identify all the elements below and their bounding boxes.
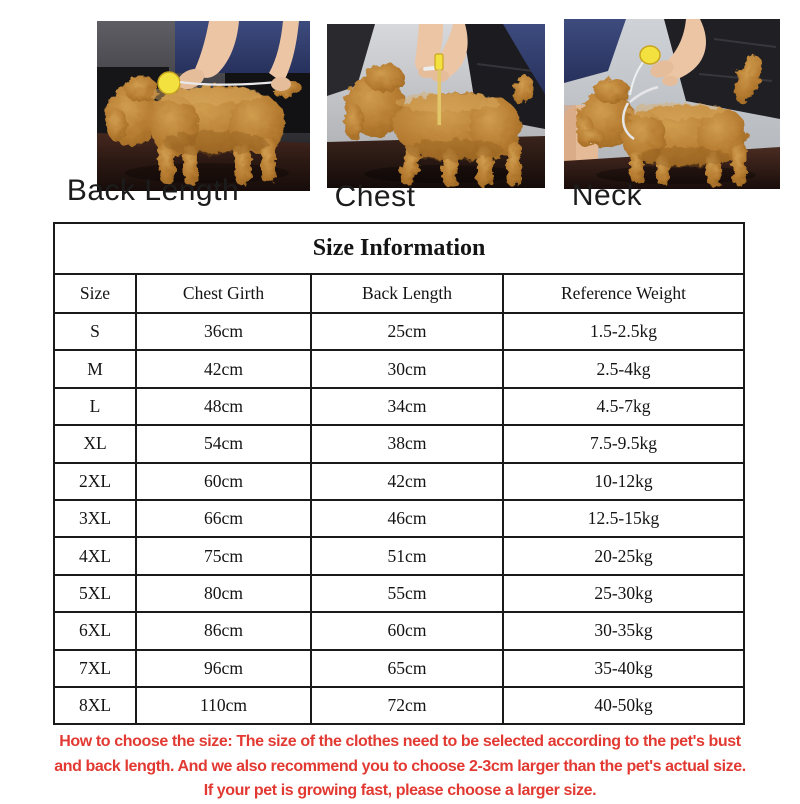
table-cell: 4XL (53, 536, 137, 576)
measurement-photo-neck (564, 19, 780, 189)
table-cell: 60cm (135, 461, 312, 501)
table-cell: 96cm (135, 648, 312, 688)
table-cell: 42cm (135, 349, 312, 389)
table-row: XL 54cm 38cm 7.5-9.5kg (53, 424, 746, 464)
tape-measure-icon (639, 45, 661, 65)
size-note-line: If your pet is growing fast, please choo… (203, 782, 597, 799)
table-row: 7XL 96cm 65cm 35-40kg (53, 648, 746, 688)
table-cell: 75cm (135, 536, 312, 576)
table-row: L 48cm 34cm 4.5-7kg (53, 386, 746, 427)
table-cell: 40-50kg (501, 685, 746, 726)
table-cell: 38cm (310, 424, 504, 464)
table-cell: 4.5-7kg (501, 386, 746, 427)
table-cell: 25cm (310, 311, 504, 352)
tape-measure-icon (434, 53, 444, 71)
column-header-back-length: Back Length (310, 273, 504, 314)
table-cell: 12.5-15kg (501, 498, 746, 539)
table-cell: 7XL (53, 648, 137, 688)
table-cell: 66cm (135, 498, 312, 539)
table-cell: S (53, 311, 137, 352)
table-cell: 25-30kg (501, 573, 746, 614)
photo-label-back-length: Back Length (66, 174, 240, 207)
back-length-illustration (97, 21, 310, 191)
table-cell: XL (53, 424, 137, 464)
table-cell: 8XL (53, 685, 137, 726)
size-table-body: S 36cm 25cm 1.5-2.5kg M 42cm 30cm 2.5-4kg L 48cm 3… (53, 311, 746, 726)
table-row: 3XL 66cm 46cm 12.5-15kg (53, 498, 746, 539)
size-note: How to choose the size: The size of the … (0, 730, 800, 804)
size-table: Size Information Size Chest Girth Back L… (52, 222, 746, 726)
table-cell: 10-12kg (501, 461, 746, 501)
table-cell: 51cm (310, 536, 504, 576)
table-title-row: Size Information (52, 222, 746, 275)
neck-illustration (564, 19, 780, 189)
table-cell: 54cm (135, 424, 312, 464)
measurement-photo-chest (327, 24, 545, 188)
table-cell: 1.5-2.5kg (501, 311, 746, 352)
table-cell: 48cm (135, 386, 312, 427)
table-row: 4XL 75cm 51cm 20-25kg (53, 536, 746, 576)
size-note-line: and back length. And we also recommend y… (54, 757, 746, 775)
table-cell: 35-40kg (501, 648, 746, 688)
table-cell: 30-35kg (501, 611, 746, 651)
table-cell: 46cm (310, 498, 504, 539)
column-header-size: Size (53, 273, 137, 314)
column-header-reference-weight: Reference Weight (501, 273, 746, 314)
table-cell: 72cm (310, 685, 504, 726)
table-cell: L (53, 386, 137, 427)
table-row: 2XL 60cm 42cm 10-12kg (53, 461, 746, 501)
table-cell: 36cm (135, 311, 312, 352)
table-cell: 20-25kg (501, 536, 746, 576)
table-header-row: Size Chest Girth Back Length Reference W… (53, 273, 746, 314)
table-cell: 3XL (53, 498, 137, 539)
photo-label-chest: Chest (334, 180, 416, 213)
table-cell: 7.5-9.5kg (501, 424, 746, 464)
table-cell: 2.5-4kg (501, 349, 746, 389)
tape-measure-icon (157, 71, 181, 95)
table-cell: M (53, 349, 137, 389)
table-row: M 42cm 30cm 2.5-4kg (53, 349, 746, 389)
table-cell: 42cm (310, 461, 504, 501)
table-cell: 80cm (135, 573, 312, 614)
table-cell: 86cm (135, 611, 312, 651)
table-cell: 6XL (53, 611, 137, 651)
table-cell: 30cm (310, 349, 504, 389)
table-row: 6XL 86cm 60cm 30-35kg (53, 611, 746, 651)
table-cell: 65cm (310, 648, 504, 688)
table-cell: 60cm (310, 611, 504, 651)
table-cell: 34cm (310, 386, 504, 427)
table-cell: 55cm (310, 573, 504, 614)
measurement-photo-back-length (97, 21, 310, 191)
size-table-container: Size Information Size Chest Girth Back L… (52, 222, 746, 726)
table-cell: 2XL (53, 461, 137, 501)
photo-label-neck: Neck (571, 179, 643, 212)
chest-illustration (327, 24, 545, 188)
table-row: 8XL 110cm 72cm 40-50kg (53, 685, 746, 726)
column-header-chest-girth: Chest Girth (135, 273, 312, 314)
table-cell: 5XL (53, 573, 137, 614)
table-row: S 36cm 25cm 1.5-2.5kg (53, 311, 746, 352)
table-row: 5XL 80cm 55cm 25-30kg (53, 573, 746, 614)
table-cell: 110cm (135, 685, 312, 726)
size-note-line: How to choose the size: The size of the … (59, 733, 741, 750)
table-title: Size Information (52, 222, 746, 275)
